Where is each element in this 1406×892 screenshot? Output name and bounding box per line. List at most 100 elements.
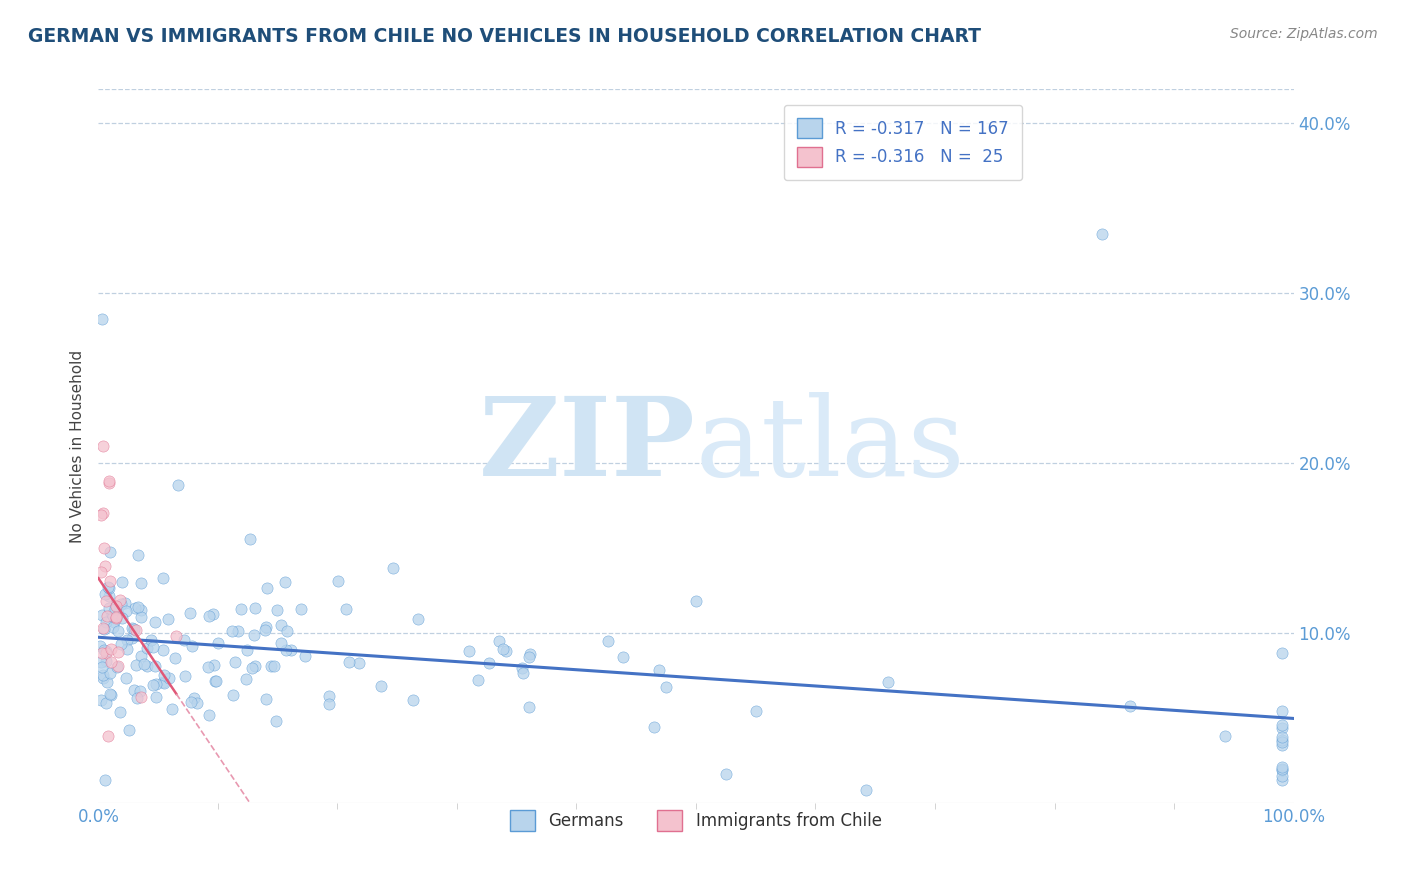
Point <box>108 705 131 719</box>
Point <box>121 631 143 645</box>
Point <box>100 655 122 669</box>
Point <box>1271 704 1294 718</box>
Point <box>94 654 117 668</box>
Point <box>512 665 534 680</box>
Point <box>260 658 283 673</box>
Point <box>153 667 176 681</box>
Y-axis label: No Vehicles in Household: No Vehicles in Household <box>69 350 84 542</box>
Point <box>100 545 122 559</box>
Point <box>93 621 115 635</box>
Point <box>94 647 117 661</box>
Point <box>89 640 111 654</box>
Point <box>136 659 159 673</box>
Point <box>91 667 114 681</box>
Point <box>90 693 112 707</box>
Point <box>98 581 121 595</box>
Point <box>110 598 132 612</box>
Point <box>100 689 122 703</box>
Point <box>91 671 114 685</box>
Point <box>254 620 277 634</box>
Point <box>145 615 167 629</box>
Point <box>183 691 205 706</box>
Point <box>202 658 225 673</box>
Point <box>458 644 481 658</box>
Point <box>135 641 157 656</box>
Point <box>105 660 128 674</box>
Point <box>207 635 229 649</box>
Point <box>226 624 249 639</box>
Point <box>253 624 276 638</box>
Point <box>118 723 141 737</box>
Point <box>107 606 129 620</box>
Point <box>96 675 118 690</box>
Point <box>204 673 226 688</box>
Point <box>143 659 166 673</box>
Point <box>104 599 127 614</box>
Point <box>97 729 120 743</box>
Point <box>142 678 165 692</box>
Point <box>245 658 267 673</box>
Point <box>157 671 180 685</box>
Point <box>128 683 150 698</box>
Point <box>98 590 121 604</box>
Point <box>1213 729 1236 743</box>
Point <box>114 672 136 686</box>
Point <box>114 596 136 610</box>
Point <box>1119 699 1142 714</box>
Point <box>1271 732 1294 747</box>
Point <box>1271 718 1294 732</box>
Point <box>152 570 174 584</box>
Point <box>181 640 204 654</box>
Point <box>254 692 277 706</box>
Point <box>94 594 117 608</box>
Point <box>101 620 124 634</box>
Point <box>124 601 146 615</box>
Point <box>108 592 131 607</box>
Point <box>335 601 357 615</box>
Point <box>236 643 259 657</box>
Point <box>91 439 114 453</box>
Point <box>402 693 425 707</box>
Point <box>877 675 900 690</box>
Point <box>94 615 117 629</box>
Point <box>110 575 132 590</box>
Point <box>129 603 152 617</box>
Point <box>105 599 128 613</box>
Point <box>97 475 120 490</box>
Point <box>1271 647 1294 661</box>
Point <box>517 699 540 714</box>
Legend: Germans, Immigrants from Chile: Germans, Immigrants from Chile <box>503 804 889 838</box>
Point <box>129 610 152 624</box>
Point <box>382 561 405 575</box>
Point <box>129 576 152 591</box>
Point <box>478 656 501 670</box>
Point <box>270 636 292 650</box>
Point <box>1271 739 1294 753</box>
Point <box>855 782 877 797</box>
Point <box>745 704 768 718</box>
Point <box>186 696 208 710</box>
Point <box>129 649 152 664</box>
Point <box>1271 760 1294 774</box>
Point <box>124 624 146 638</box>
Point <box>1091 227 1114 241</box>
Text: ZIP: ZIP <box>479 392 696 500</box>
Point <box>94 696 117 710</box>
Point <box>243 628 266 642</box>
Point <box>98 474 121 488</box>
Point <box>98 600 121 615</box>
Point <box>198 708 221 723</box>
Point <box>122 622 145 636</box>
Point <box>263 659 285 673</box>
Point <box>517 649 540 664</box>
Point <box>96 644 118 658</box>
Point <box>125 691 148 706</box>
Point <box>685 594 707 608</box>
Point <box>204 674 226 689</box>
Point <box>134 657 156 671</box>
Point <box>93 507 115 521</box>
Point <box>167 477 190 491</box>
Point <box>94 772 117 787</box>
Point <box>242 661 264 675</box>
Point <box>152 676 174 690</box>
